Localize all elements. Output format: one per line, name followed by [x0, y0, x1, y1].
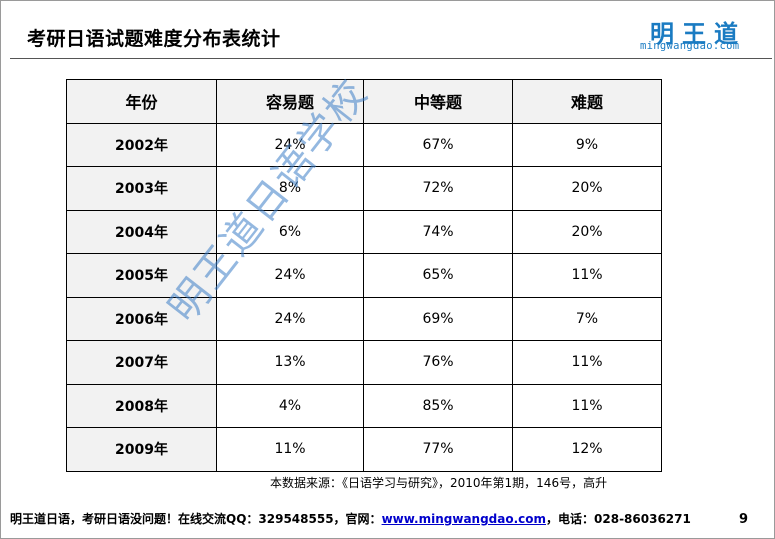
- cell-easy: 8%: [216, 166, 364, 211]
- difficulty-table: 年份 容易题 中等题 难题 2002年 24% 67% 9% 2003年 8% 72% 20%…: [66, 79, 662, 472]
- table-header-row: 年份 容易题 中等题 难题: [66, 79, 662, 124]
- page-number: 9: [739, 512, 749, 527]
- cell-year: 2007年: [66, 340, 217, 385]
- cell-medium: 74%: [363, 209, 513, 254]
- table-row: 2004年 6% 74% 20%: [66, 209, 662, 254]
- cell-year: 2002年: [66, 122, 217, 167]
- table-row: 2008年 4% 85% 11%: [66, 383, 662, 428]
- cell-year: 2009年: [66, 427, 217, 472]
- cell-easy: 13%: [216, 340, 364, 385]
- cell-year: 2008年: [66, 383, 217, 428]
- header-easy: 容易题: [216, 79, 364, 124]
- cell-medium: 72%: [363, 166, 513, 211]
- table-row: 2005年 24% 65% 11%: [66, 253, 662, 298]
- logo-text-en: mingwangdao.com: [640, 40, 740, 52]
- cell-year: 2003年: [66, 166, 217, 211]
- cell-medium: 85%: [363, 383, 513, 428]
- cell-easy: 6%: [216, 209, 364, 254]
- cell-medium: 67%: [363, 122, 513, 167]
- cell-easy: 24%: [216, 253, 364, 298]
- logo-text-cn: 明王道: [650, 20, 746, 48]
- cell-medium: 77%: [363, 427, 513, 472]
- cell-hard: 11%: [512, 253, 662, 298]
- table-row: 2006年 24% 69% 7%: [66, 296, 662, 341]
- cell-year: 2005年: [66, 253, 217, 298]
- cell-hard: 11%: [512, 383, 662, 428]
- cell-medium: 69%: [363, 296, 513, 341]
- cell-easy: 4%: [216, 383, 364, 428]
- footer-phone: ，电话：028-86036271: [546, 512, 691, 526]
- website-link[interactable]: www.mingwangdao.com: [381, 512, 547, 526]
- cell-easy: 11%: [216, 427, 364, 472]
- cell-year: 2004年: [66, 209, 217, 254]
- table-row: 2003年 8% 72% 20%: [66, 166, 662, 211]
- table-row: 2002年 24% 67% 9%: [66, 122, 662, 167]
- cell-hard: 7%: [512, 296, 662, 341]
- title-divider: [10, 58, 772, 59]
- cell-hard: 12%: [512, 427, 662, 472]
- header-medium: 中等题: [363, 79, 513, 124]
- source-note: 本数据来源：《日语学习与研究》，2010年第1期，146号，高升: [270, 476, 608, 490]
- table-row: 2007年 13% 76% 11%: [66, 340, 662, 385]
- cell-medium: 65%: [363, 253, 513, 298]
- cell-hard: 11%: [512, 340, 662, 385]
- header-hard: 难题: [512, 79, 662, 124]
- slide-title: 考研日语试题难度分布表统计: [27, 28, 281, 50]
- cell-hard: 20%: [512, 209, 662, 254]
- cell-hard: 9%: [512, 122, 662, 167]
- header-year: 年份: [66, 79, 217, 124]
- table-row: 2009年 11% 77% 12%: [66, 427, 662, 472]
- footer-text: 明王道日语，考研日语没问题！在线交流QQ：329548555，官网：: [10, 512, 382, 526]
- cell-year: 2006年: [66, 296, 217, 341]
- cell-hard: 20%: [512, 166, 662, 211]
- footer-contact: 明王道日语，考研日语没问题！在线交流QQ：329548555，官网：www.mi…: [10, 510, 691, 527]
- cell-medium: 76%: [363, 340, 513, 385]
- table-body: 2002年 24% 67% 9% 2003年 8% 72% 20% 2004年 6% 74% 20% 2…: [66, 122, 662, 472]
- brand-logo: 明王道 mingwangdao.com: [640, 14, 770, 54]
- cell-easy: 24%: [216, 296, 364, 341]
- cell-easy: 24%: [216, 122, 364, 167]
